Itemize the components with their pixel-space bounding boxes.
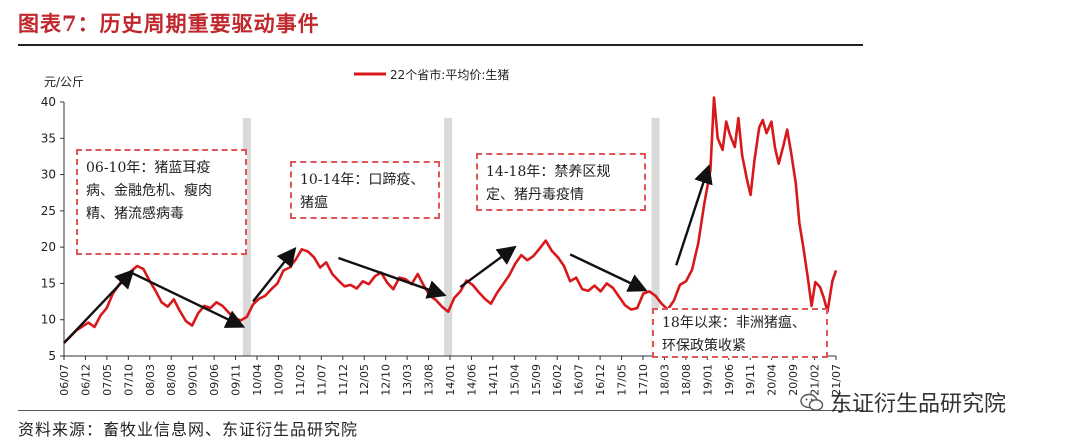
shaded-period <box>651 118 660 356</box>
trend-arrow <box>459 245 517 289</box>
y-axis-label: 元/公斤 <box>44 75 84 89</box>
trend-arrow <box>569 253 648 292</box>
x-tick-label: 18/03 <box>658 364 671 396</box>
annotation-text: 06-10年：猪蓝耳疫病、金融危机、瘦肉精、猪流感病毒 <box>86 160 212 222</box>
y-tick-label: 5 <box>48 349 56 363</box>
y-tick-label: 10 <box>41 313 56 327</box>
x-tick-label: 21/07 <box>830 364 843 396</box>
trend-arrows <box>63 164 713 344</box>
series-line <box>63 96 838 344</box>
y-tick-label: 30 <box>41 168 56 182</box>
x-tick-label: 17/10 <box>637 364 650 396</box>
x-tick-label: 12/10 <box>380 364 393 396</box>
y-axis: 5 10 15 20 25 30 35 40 <box>41 95 65 363</box>
x-tick-label: 18/08 <box>680 364 693 396</box>
annotation-box-2018-onward: 18年以来：非洲猪瘟、环保政策收紧 <box>652 308 828 358</box>
legend: 22个省市:平均价:生猪 <box>354 67 509 82</box>
x-tick-label: 09/06 <box>208 364 221 396</box>
x-tick-label: 10/04 <box>251 364 264 396</box>
annotation-text: 10-14年：口蹄疫、猪瘟 <box>300 172 425 211</box>
watermark-text: 东证衍生品研究院 <box>830 392 1007 417</box>
x-tick-label: 19/06 <box>723 364 736 396</box>
x-tick-label: 11/07 <box>315 364 328 396</box>
x-tick-label: 11/12 <box>337 364 350 396</box>
x-tick-label: 16/02 <box>551 364 564 396</box>
price-chart: 5 10 15 20 25 30 35 40 06/07 06/12 07/05 07/10 08/0… <box>41 67 843 396</box>
x-tick-label: 09/01 <box>187 364 200 396</box>
source-divider <box>18 410 863 411</box>
trend-arrow <box>675 164 713 266</box>
trend-arrow <box>338 256 447 299</box>
x-tick-label: 11/02 <box>294 364 307 396</box>
x-tick-label: 14/01 <box>444 364 457 396</box>
x-tick-label: 08/03 <box>144 364 157 396</box>
x-tick-label: 12/05 <box>358 364 371 396</box>
title-divider <box>18 44 863 46</box>
y-tick-label: 25 <box>41 204 56 218</box>
x-tick-label: 13/03 <box>401 364 414 396</box>
x-tick-label: 07/05 <box>101 364 114 396</box>
x-tick-label: 09/11 <box>230 364 243 396</box>
source-note: 资料来源：畜牧业信息网、东证衍生品研究院 <box>18 420 359 439</box>
annotation-text: 14-18年：禁养区规定、猪丹毒疫情 <box>486 164 611 203</box>
x-tick-label: 14/11 <box>487 364 500 396</box>
x-tick-label: 13/08 <box>423 364 436 396</box>
annotation-box-2010-2014: 10-14年：口蹄疫、猪瘟 <box>290 161 440 219</box>
legend-entry: 22个省市:平均价:生猪 <box>390 67 509 82</box>
annotation-box-2014-2018: 14-18年：禁养区规定、猪丹毒疫情 <box>476 153 646 211</box>
x-tick-label: 08/08 <box>165 364 178 396</box>
x-tick-label: 15/04 <box>508 364 521 396</box>
y-tick-label: 35 <box>41 131 56 145</box>
x-tick-label: 21/02 <box>809 364 822 396</box>
trend-arrow <box>130 271 246 328</box>
x-tick-label: 14/06 <box>465 364 478 396</box>
x-tick-label: 19/11 <box>744 364 757 396</box>
x-tick-label: 20/09 <box>787 364 800 396</box>
annotation-box-2006-2010: 06-10年：猪蓝耳疫病、金融危机、瘦肉精、猪流感病毒 <box>76 149 247 255</box>
x-tick-label: 06/07 <box>58 364 71 396</box>
x-tick-label: 15/09 <box>530 364 543 396</box>
y-tick-label: 40 <box>41 95 56 109</box>
shaded-period <box>444 118 453 356</box>
annotation-text: 18年以来：非洲猪瘟、环保政策收紧 <box>662 315 806 354</box>
x-tick-label: 17/05 <box>616 364 629 396</box>
x-tick-label: 20/04 <box>766 364 779 396</box>
x-tick-label: 16/07 <box>573 364 586 396</box>
x-tick-label: 19/01 <box>701 364 714 396</box>
trend-arrow <box>252 247 297 303</box>
watermark: 东证衍生品研究院 <box>800 386 1006 418</box>
page-title: 图表7：历史周期重要驱动事件 <box>18 11 320 36</box>
wechat-icon <box>800 393 824 411</box>
y-tick-label: 15 <box>41 276 56 290</box>
x-tick-label: 07/10 <box>122 364 135 396</box>
x-tick-label: 16/12 <box>594 364 607 396</box>
x-tick-label: 06/12 <box>79 364 92 396</box>
trend-arrow <box>63 269 135 344</box>
y-tick-label: 20 <box>41 240 56 254</box>
x-axis: 06/07 06/12 07/05 07/10 08/03 08/08 09/01 09/06… <box>58 355 843 396</box>
x-tick-label: 10/09 <box>272 364 285 396</box>
